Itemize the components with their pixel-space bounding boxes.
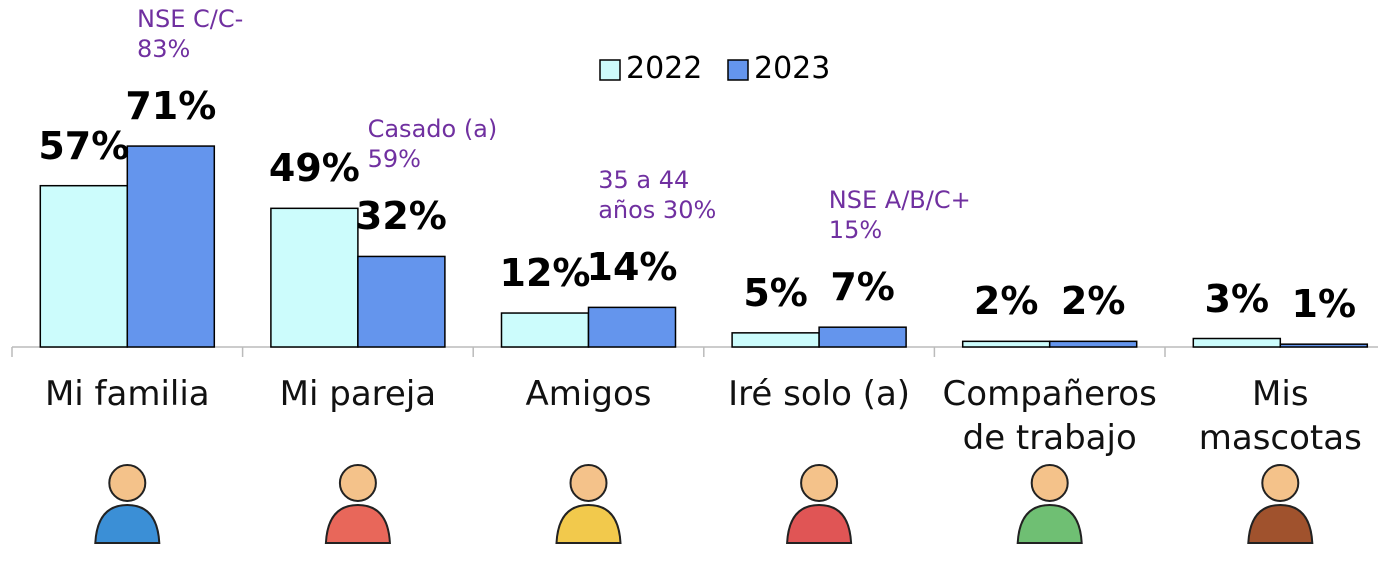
legend-swatch xyxy=(727,59,749,81)
value-label: 32% xyxy=(355,194,447,239)
icon-body xyxy=(555,503,622,544)
legend-swatch xyxy=(599,59,621,81)
icon-body xyxy=(786,503,853,544)
bar xyxy=(500,312,590,348)
bar xyxy=(1048,340,1138,348)
x-tick-label: Mi pareja xyxy=(279,374,437,414)
bar xyxy=(270,207,359,348)
bar xyxy=(731,332,820,348)
annotation: NSE A/B/C+ 15% xyxy=(828,186,971,245)
icon-body xyxy=(324,503,391,544)
x-tick-label: Iré solo (a) xyxy=(728,374,911,414)
bar xyxy=(961,340,1051,348)
bar xyxy=(818,326,907,348)
legend-label: 2023 xyxy=(754,51,831,86)
bar xyxy=(126,145,216,348)
bar xyxy=(39,184,129,348)
icon-body xyxy=(1247,503,1314,544)
x-tick-label: Amigos xyxy=(525,374,652,414)
legend-label: 2022 xyxy=(626,51,703,86)
icon-head xyxy=(1030,464,1069,502)
bar xyxy=(357,255,446,348)
value-label: 2% xyxy=(1060,279,1126,324)
value-label: 49% xyxy=(268,146,360,191)
icon-head xyxy=(338,464,377,502)
icon-head xyxy=(1261,464,1300,502)
value-label: 7% xyxy=(830,265,895,310)
x-tick-label: Mis mascotas xyxy=(1198,374,1362,458)
x-tick-label: Compañeros de trabajo xyxy=(942,374,1157,458)
icon-body xyxy=(94,503,161,544)
icon-head xyxy=(569,464,608,502)
icon-head xyxy=(108,464,147,502)
value-label: 12% xyxy=(499,251,591,296)
icon-body xyxy=(1016,503,1083,544)
value-label: 71% xyxy=(125,84,217,129)
annotation: Casado (a) 59% xyxy=(367,115,498,174)
value-label: 57% xyxy=(38,123,130,168)
icon-head xyxy=(800,464,839,502)
bar xyxy=(587,306,677,348)
annotation: 35 a 44 años 30% xyxy=(598,166,717,225)
bar xyxy=(1192,337,1282,348)
value-label: 14% xyxy=(586,245,678,290)
annotation: NSE C/C- 83% xyxy=(137,5,244,64)
value-label: 1% xyxy=(1291,282,1357,327)
x-tick-label: Mi familia xyxy=(44,374,210,414)
value-label: 5% xyxy=(743,270,808,315)
value-label: 3% xyxy=(1204,276,1270,321)
value-label: 2% xyxy=(973,279,1039,324)
bar xyxy=(1279,343,1369,348)
